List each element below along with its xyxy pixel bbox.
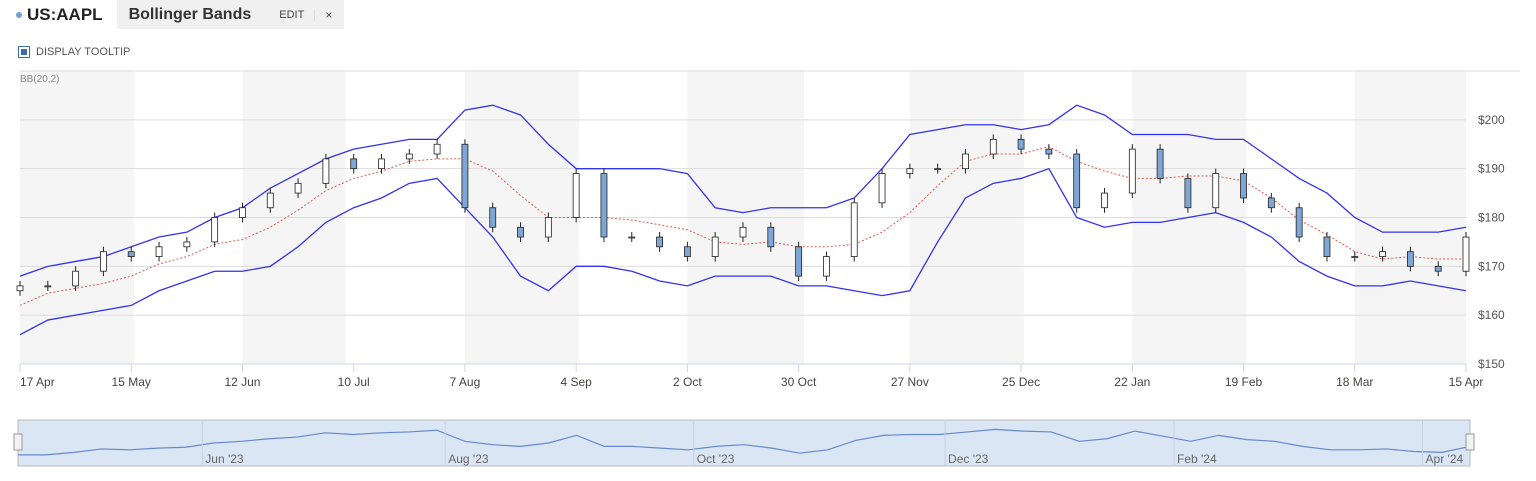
y-tick-label: $190 [1478, 162, 1505, 176]
candle [266, 192, 274, 209]
candle [239, 207, 246, 218]
x-tick-label: 12 Jun [224, 375, 260, 389]
candle [1184, 178, 1192, 209]
candle [1406, 251, 1414, 267]
candle [1156, 148, 1164, 179]
candle [572, 173, 580, 218]
study-tab[interactable]: Bollinger Bands EDIT × [116, 0, 345, 29]
candle [1462, 236, 1470, 272]
candle [711, 236, 719, 257]
candle [489, 207, 497, 228]
candle [1267, 197, 1275, 209]
candle [1017, 138, 1025, 150]
checkbox-icon[interactable] [18, 46, 30, 58]
candle [628, 236, 636, 239]
x-tick-label: 15 Apr [1449, 375, 1484, 389]
symbol-label: US:AAPL [0, 5, 117, 25]
candle [544, 217, 552, 238]
candle [1128, 148, 1136, 194]
navigator-window [17, 419, 1471, 467]
series-dot-icon [16, 11, 22, 18]
x-tick-label: 30 Oct [781, 375, 817, 389]
x-tick-label: 2 Oct [673, 375, 702, 389]
candle [183, 241, 191, 248]
x-tick-label: 18 Mar [1336, 375, 1373, 389]
candle [211, 217, 219, 243]
candle [989, 138, 997, 155]
candle [461, 143, 469, 209]
candle [795, 246, 803, 277]
x-tick-label: 19 Feb [1225, 375, 1263, 389]
candle [767, 226, 775, 248]
candle [322, 158, 330, 184]
candle [405, 153, 413, 160]
y-tick-label: $180 [1478, 211, 1505, 225]
candle [433, 143, 441, 155]
candle [878, 173, 886, 204]
x-tick-label: 17 Apr [20, 375, 55, 389]
candle [294, 182, 302, 194]
x-tick-label: 27 Nov [891, 375, 929, 389]
upper-band-line [19, 104, 1467, 277]
candle [1351, 256, 1359, 258]
navigator-handle[interactable] [1465, 433, 1475, 451]
x-tick-label: 4 Sep [560, 375, 592, 389]
candle [683, 246, 691, 257]
navigator-label: Aug '23 [448, 452, 489, 466]
navigator-label: Oct '23 [697, 452, 735, 466]
candle [934, 168, 942, 171]
edit-button[interactable]: EDIT [279, 8, 316, 21]
x-tick-label: 10 Jul [338, 375, 370, 389]
navigator-handle[interactable] [13, 433, 23, 451]
navigator-label: Feb '24 [1177, 452, 1217, 466]
candle [1379, 251, 1386, 257]
display-tooltip-toggle[interactable]: DISPLAY TOOLTIP [18, 46, 130, 58]
candle [656, 236, 663, 248]
candle [1295, 207, 1303, 238]
navigator-label: Jun '23 [205, 452, 244, 466]
candle [72, 270, 80, 287]
candle [739, 226, 747, 238]
y-tick-label: $150 [1478, 357, 1505, 371]
candle [906, 168, 914, 174]
navigator-series-line [18, 428, 1471, 456]
candle [127, 251, 135, 257]
x-tick-label: 22 Jan [1114, 375, 1150, 389]
y-tick-label: $170 [1478, 259, 1505, 273]
y-tick-label: $200 [1478, 113, 1505, 127]
navigator-label: Dec '23 [948, 452, 989, 466]
candle [100, 251, 107, 272]
candle [155, 246, 163, 257]
candle [1212, 173, 1220, 209]
candle [1101, 192, 1108, 209]
candle [16, 285, 24, 292]
candle [600, 173, 608, 238]
close-icon[interactable]: × [325, 7, 333, 22]
candle [1073, 153, 1081, 209]
y-tick-label: $160 [1478, 308, 1505, 322]
candle [350, 158, 358, 170]
x-tick-label: 7 Aug [450, 375, 481, 389]
candle [1045, 148, 1053, 155]
x-tick-label: 15 May [112, 375, 151, 389]
candle [1434, 265, 1442, 272]
symbol-text: US:AAPL [27, 4, 103, 24]
candle [44, 285, 52, 288]
navigator-label: Apr '24 [1426, 452, 1464, 466]
display-tooltip-label: DISPLAY TOOLTIP [36, 46, 131, 58]
study-tab-title: Bollinger Bands [128, 5, 252, 23]
middle-band-line [19, 146, 1466, 306]
candle [962, 153, 969, 170]
header: US:AAPL Bollinger Bands EDIT × [0, 0, 345, 29]
candle [823, 256, 830, 277]
lower-band-line [19, 167, 1467, 336]
indicator-label: BB(20,2) [20, 74, 59, 85]
candle [378, 158, 385, 170]
x-tick-label: 25 Dec [1002, 375, 1040, 389]
candle [517, 226, 524, 238]
candle [1240, 173, 1247, 199]
candle [1323, 236, 1331, 257]
candle [850, 202, 858, 257]
